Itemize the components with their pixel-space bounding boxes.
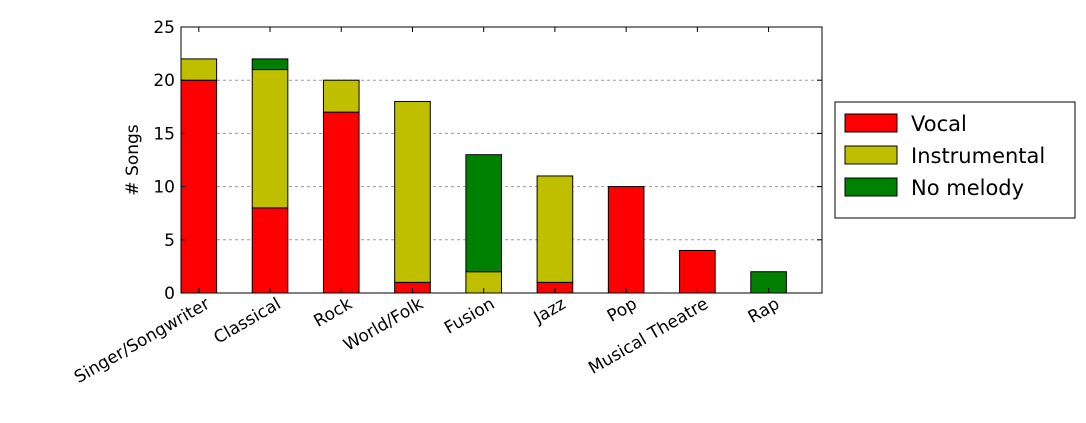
x-tick-label: Pop xyxy=(604,294,641,327)
legend: Vocal Instrumental No melody xyxy=(834,101,1076,219)
bar-no-melody xyxy=(251,58,289,71)
legend-label: No melody xyxy=(911,176,1024,200)
y-tick-label: 0 xyxy=(164,284,175,304)
x-tick-label: Rock xyxy=(311,294,356,332)
x-tick-label: Rap xyxy=(745,294,783,328)
x-tick-label: Singer/Songwriter xyxy=(71,294,213,388)
legend-label: Vocal xyxy=(911,112,967,136)
x-tick-label: World/Folk xyxy=(340,294,427,356)
x-tick-label: Classical xyxy=(210,294,284,348)
bar-vocal xyxy=(322,111,360,294)
bar-vocal xyxy=(251,207,289,294)
bars xyxy=(180,58,787,294)
x-tick-label: Musical Theatre xyxy=(585,294,712,379)
bar-instrumental xyxy=(180,58,218,81)
plot-frame xyxy=(180,26,823,294)
x-tick-label: Jazz xyxy=(530,294,570,328)
y-tick-label: 25 xyxy=(153,18,175,38)
y-axis-title: # Songs xyxy=(123,124,143,195)
y-tick-label: 20 xyxy=(153,71,175,91)
bar-instrumental xyxy=(536,175,574,283)
legend-swatch xyxy=(844,177,898,197)
bar-instrumental xyxy=(322,79,360,113)
legend-swatch xyxy=(844,113,898,133)
bar-no-melody xyxy=(465,154,502,273)
bar-vocal xyxy=(679,249,716,294)
bar-instrumental xyxy=(251,69,289,209)
bar-vocal xyxy=(607,186,645,294)
x-tick-label: Fusion xyxy=(441,294,498,339)
y-tick-label: 15 xyxy=(153,124,175,144)
y-tick-label: 10 xyxy=(153,178,175,198)
y-axis-ticks: 0 5 10 15 20 25 xyxy=(153,18,822,304)
y-tick-label: 5 xyxy=(164,231,175,251)
bar-instrumental xyxy=(394,100,431,283)
bar-vocal xyxy=(180,79,218,294)
legend-label: Instrumental xyxy=(911,144,1045,168)
legend-swatch xyxy=(844,145,898,165)
